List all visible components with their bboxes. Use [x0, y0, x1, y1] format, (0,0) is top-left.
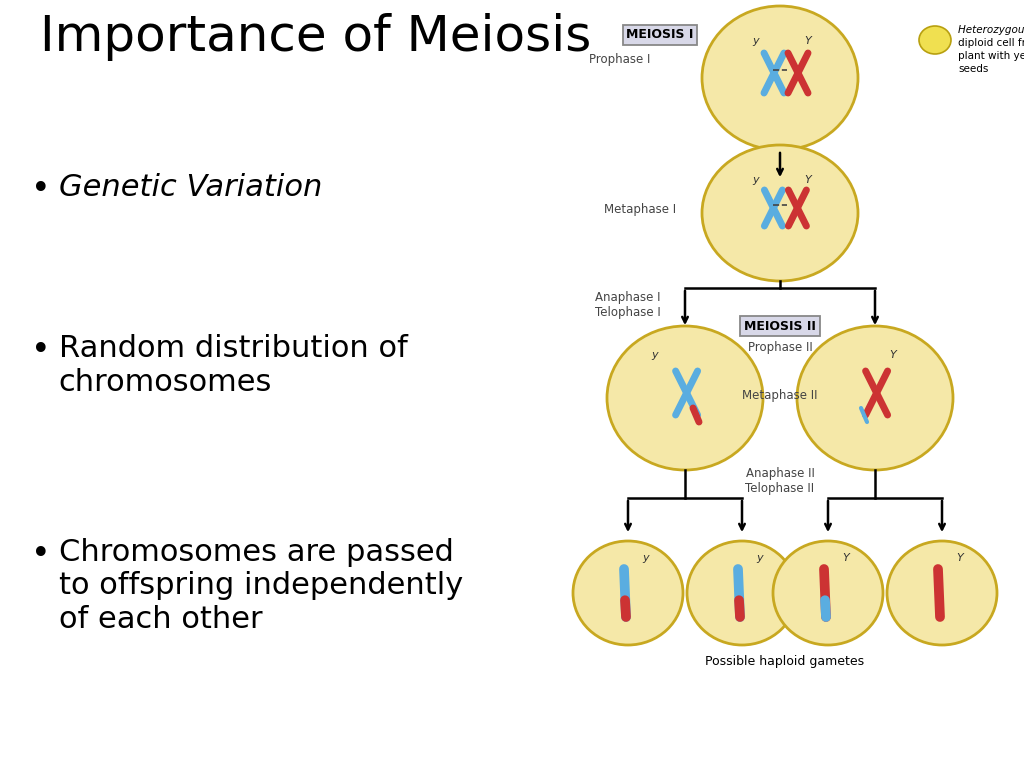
Ellipse shape — [919, 26, 951, 54]
Text: Random distribution of
chromosomes: Random distribution of chromosomes — [58, 334, 408, 397]
Text: Metaphase II: Metaphase II — [742, 389, 818, 402]
Text: y: y — [651, 350, 658, 360]
Text: Importance of Meiosis: Importance of Meiosis — [40, 13, 592, 61]
Text: Y: Y — [805, 36, 811, 46]
Text: Possible haploid gametes: Possible haploid gametes — [706, 655, 864, 668]
Text: Anaphase I
Telophase I: Anaphase I Telophase I — [595, 291, 660, 319]
Text: Chromosomes are passed
to offspring independently
of each other: Chromosomes are passed to offspring inde… — [58, 538, 463, 634]
Text: Y: Y — [805, 175, 811, 185]
Text: Y: Y — [890, 350, 896, 360]
Ellipse shape — [887, 541, 997, 645]
Text: Prophase II: Prophase II — [748, 342, 812, 355]
Text: y: y — [757, 553, 763, 563]
Text: Metaphase I: Metaphase I — [604, 204, 676, 217]
Text: Y: Y — [956, 553, 964, 563]
Ellipse shape — [702, 6, 858, 150]
Text: Prophase I: Prophase I — [590, 54, 650, 67]
Text: seeds: seeds — [958, 64, 988, 74]
Text: y: y — [753, 175, 760, 185]
Text: diploid cell from a: diploid cell from a — [958, 38, 1024, 48]
Text: •: • — [31, 334, 50, 367]
Text: Heterozygous (Yy): Heterozygous (Yy) — [958, 25, 1024, 35]
Text: MEIOSIS II: MEIOSIS II — [744, 319, 816, 333]
Ellipse shape — [773, 541, 883, 645]
Ellipse shape — [797, 326, 953, 470]
Text: Y: Y — [843, 553, 849, 563]
Text: MEIOSIS I: MEIOSIS I — [627, 28, 693, 41]
Text: •: • — [31, 538, 50, 571]
Text: Anaphase II
Telophase II: Anaphase II Telophase II — [745, 467, 814, 495]
Text: •: • — [31, 173, 50, 206]
Ellipse shape — [687, 541, 797, 645]
Text: Genetic Variation: Genetic Variation — [58, 173, 323, 202]
Text: y: y — [643, 553, 649, 563]
Ellipse shape — [702, 145, 858, 281]
Ellipse shape — [607, 326, 763, 470]
Text: plant with yellow: plant with yellow — [958, 51, 1024, 61]
Ellipse shape — [573, 541, 683, 645]
Text: y: y — [753, 36, 760, 46]
